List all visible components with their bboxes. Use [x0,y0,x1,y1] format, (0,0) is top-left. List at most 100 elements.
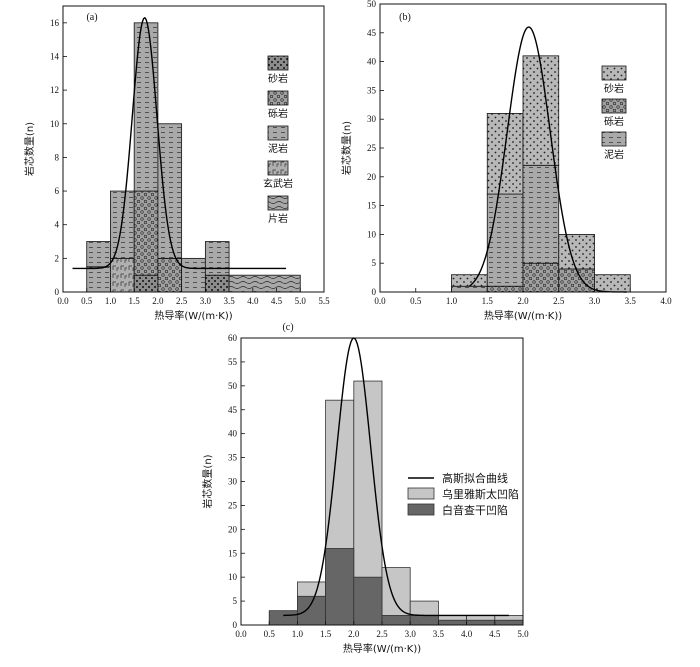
chart-panel-2: 0.0 0.5 1.0 1.5 2.0 2.5 3.0 3.5 4.0 0 5 10 15 20 25 30 3… [340,0,672,322]
x-tick-label: 4.0 [660,296,672,306]
y-tick-label: 5 [372,258,377,268]
y-tick-label: 20 [367,172,377,182]
legend-swatch-circles-pattern [267,90,289,106]
y-tick-label: 2 [55,253,60,263]
bar-segment [86,241,111,268]
x-tick-label: 5.5 [318,296,330,306]
legend-label: 砾岩 [604,115,624,128]
x-tick-label: 2.5 [553,296,565,306]
x-axis-label: 热导率(W/(m·K)) [343,642,421,655]
y-tick-label: 14 [50,51,60,61]
x-tick-label: 3.5 [223,296,235,306]
x-tick-label: 1.5 [482,296,494,306]
x-tick-label: 1.0 [292,629,304,639]
x-tick-label: 2.0 [517,296,529,306]
x-tick-label: 0.5 [410,296,422,306]
y-tick-label: 60 [228,333,238,343]
y-tick-label: 35 [228,453,238,463]
bar-segment [157,123,183,259]
y-axis-label: 岩芯数量(n) [201,454,214,508]
legend-label: 泥岩 [268,142,288,155]
bar-baiyinchagan [409,615,439,626]
bar-baiyinchagan [325,548,355,626]
x-tick-label: 0.0 [57,296,69,306]
y-tick-label: 10 [50,119,60,129]
legend-swatch-dashes-pattern [267,125,289,141]
legend-swatch-waves-pattern [267,195,289,211]
bar-baiyinchagan [296,595,326,626]
plot-frame [62,5,325,293]
y-tick-label: 0 [55,287,60,297]
legend-swatch-circles-pattern [601,98,627,114]
y-tick-label: 30 [367,114,377,124]
x-tick-label: 1.5 [320,629,332,639]
x-tick-label: 0.0 [235,629,247,639]
y-tick-label: 8 [55,152,60,162]
x-tick-label: 5.0 [295,296,307,306]
y-axis-label: 岩芯数量(n) [340,121,353,175]
x-tick-label: 4.5 [489,629,501,639]
legend-swatch-sparse-dots-pattern [267,55,289,71]
bar-baiyinchagan [353,576,383,626]
bar-segment [486,113,524,195]
y-tick-label: 0 [372,287,377,297]
x-tick-label: 1.0 [446,296,458,306]
bar-baiyinchagan [494,619,524,626]
y-tick-label: 40 [367,57,377,67]
y-tick-label: 15 [367,201,377,211]
y-tick-label: 50 [228,381,238,391]
y-tick-label: 30 [228,477,238,487]
bar-segment [204,274,230,293]
bar-baiyinchagan [381,615,411,626]
x-axis-label: 热导率(W/(m·K)) [154,309,232,322]
y-tick-label: 50 [367,0,377,9]
bar-segment [133,274,159,293]
legend-swatch-basalt-pattern [267,160,289,176]
bar-segment [228,274,301,293]
x-tick-label: 0.5 [81,296,93,306]
panel-label: (c) [282,322,293,333]
bar-baiyinchagan [466,619,496,626]
y-axis-label: 岩芯数量(n) [23,122,36,176]
chart-panel-3: 0.0 0.5 1.0 1.5 2.0 2.5 3.0 3.5 4.0 4.5 5.0 0 5 10 15 2… [201,322,529,655]
bar-segment [522,262,560,293]
y-tick-label: 35 [367,85,377,95]
y-tick-label: 10 [367,229,377,239]
y-tick-label: 20 [228,524,238,534]
bar-segment [110,257,135,293]
y-tick-label: 5 [233,596,238,606]
legend-label: 片岩 [268,212,288,225]
bar-segment [522,55,560,166]
legend-swatch [407,487,435,500]
legend-label: 白音查干凹陷 [442,503,508,517]
x-tick-label: 1.5 [129,296,141,306]
bar-segment [204,241,230,276]
x-tick-label: 3.0 [200,296,212,306]
x-tick-label: 3.0 [405,629,417,639]
bar-segment [594,274,631,293]
bar-segment [451,285,488,293]
legend-label: 砾岩 [268,107,288,120]
x-tick-label: 5.0 [517,629,529,639]
y-tick-label: 40 [228,429,238,439]
legend-label: 玄武岩 [263,177,293,190]
legend-label: 砂岩 [268,72,288,85]
gaussian-fit-curve [283,337,509,617]
legend-swatch-dashes-pattern [601,131,627,147]
bar-baiyinchagan [268,610,298,626]
legend-swatch [407,503,435,516]
gaussian-fit-curve [72,16,287,270]
x-tick-label: 3.0 [589,296,601,306]
bar-segment [486,193,524,287]
y-tick-label: 6 [55,186,60,196]
x-tick-label: 4.0 [461,629,473,639]
legend-label: 砂岩 [604,82,624,95]
bar-segment [157,257,183,293]
legend-label: 高斯拟合曲线 [442,471,508,485]
legend-label: 泥岩 [604,148,624,161]
x-tick-label: 4.0 [247,296,259,306]
legend-label: 乌里雅斯太凹陷 [442,487,519,501]
x-tick-label: 0.5 [264,629,276,639]
bar-segment [110,190,135,259]
bar-segment [451,274,488,287]
